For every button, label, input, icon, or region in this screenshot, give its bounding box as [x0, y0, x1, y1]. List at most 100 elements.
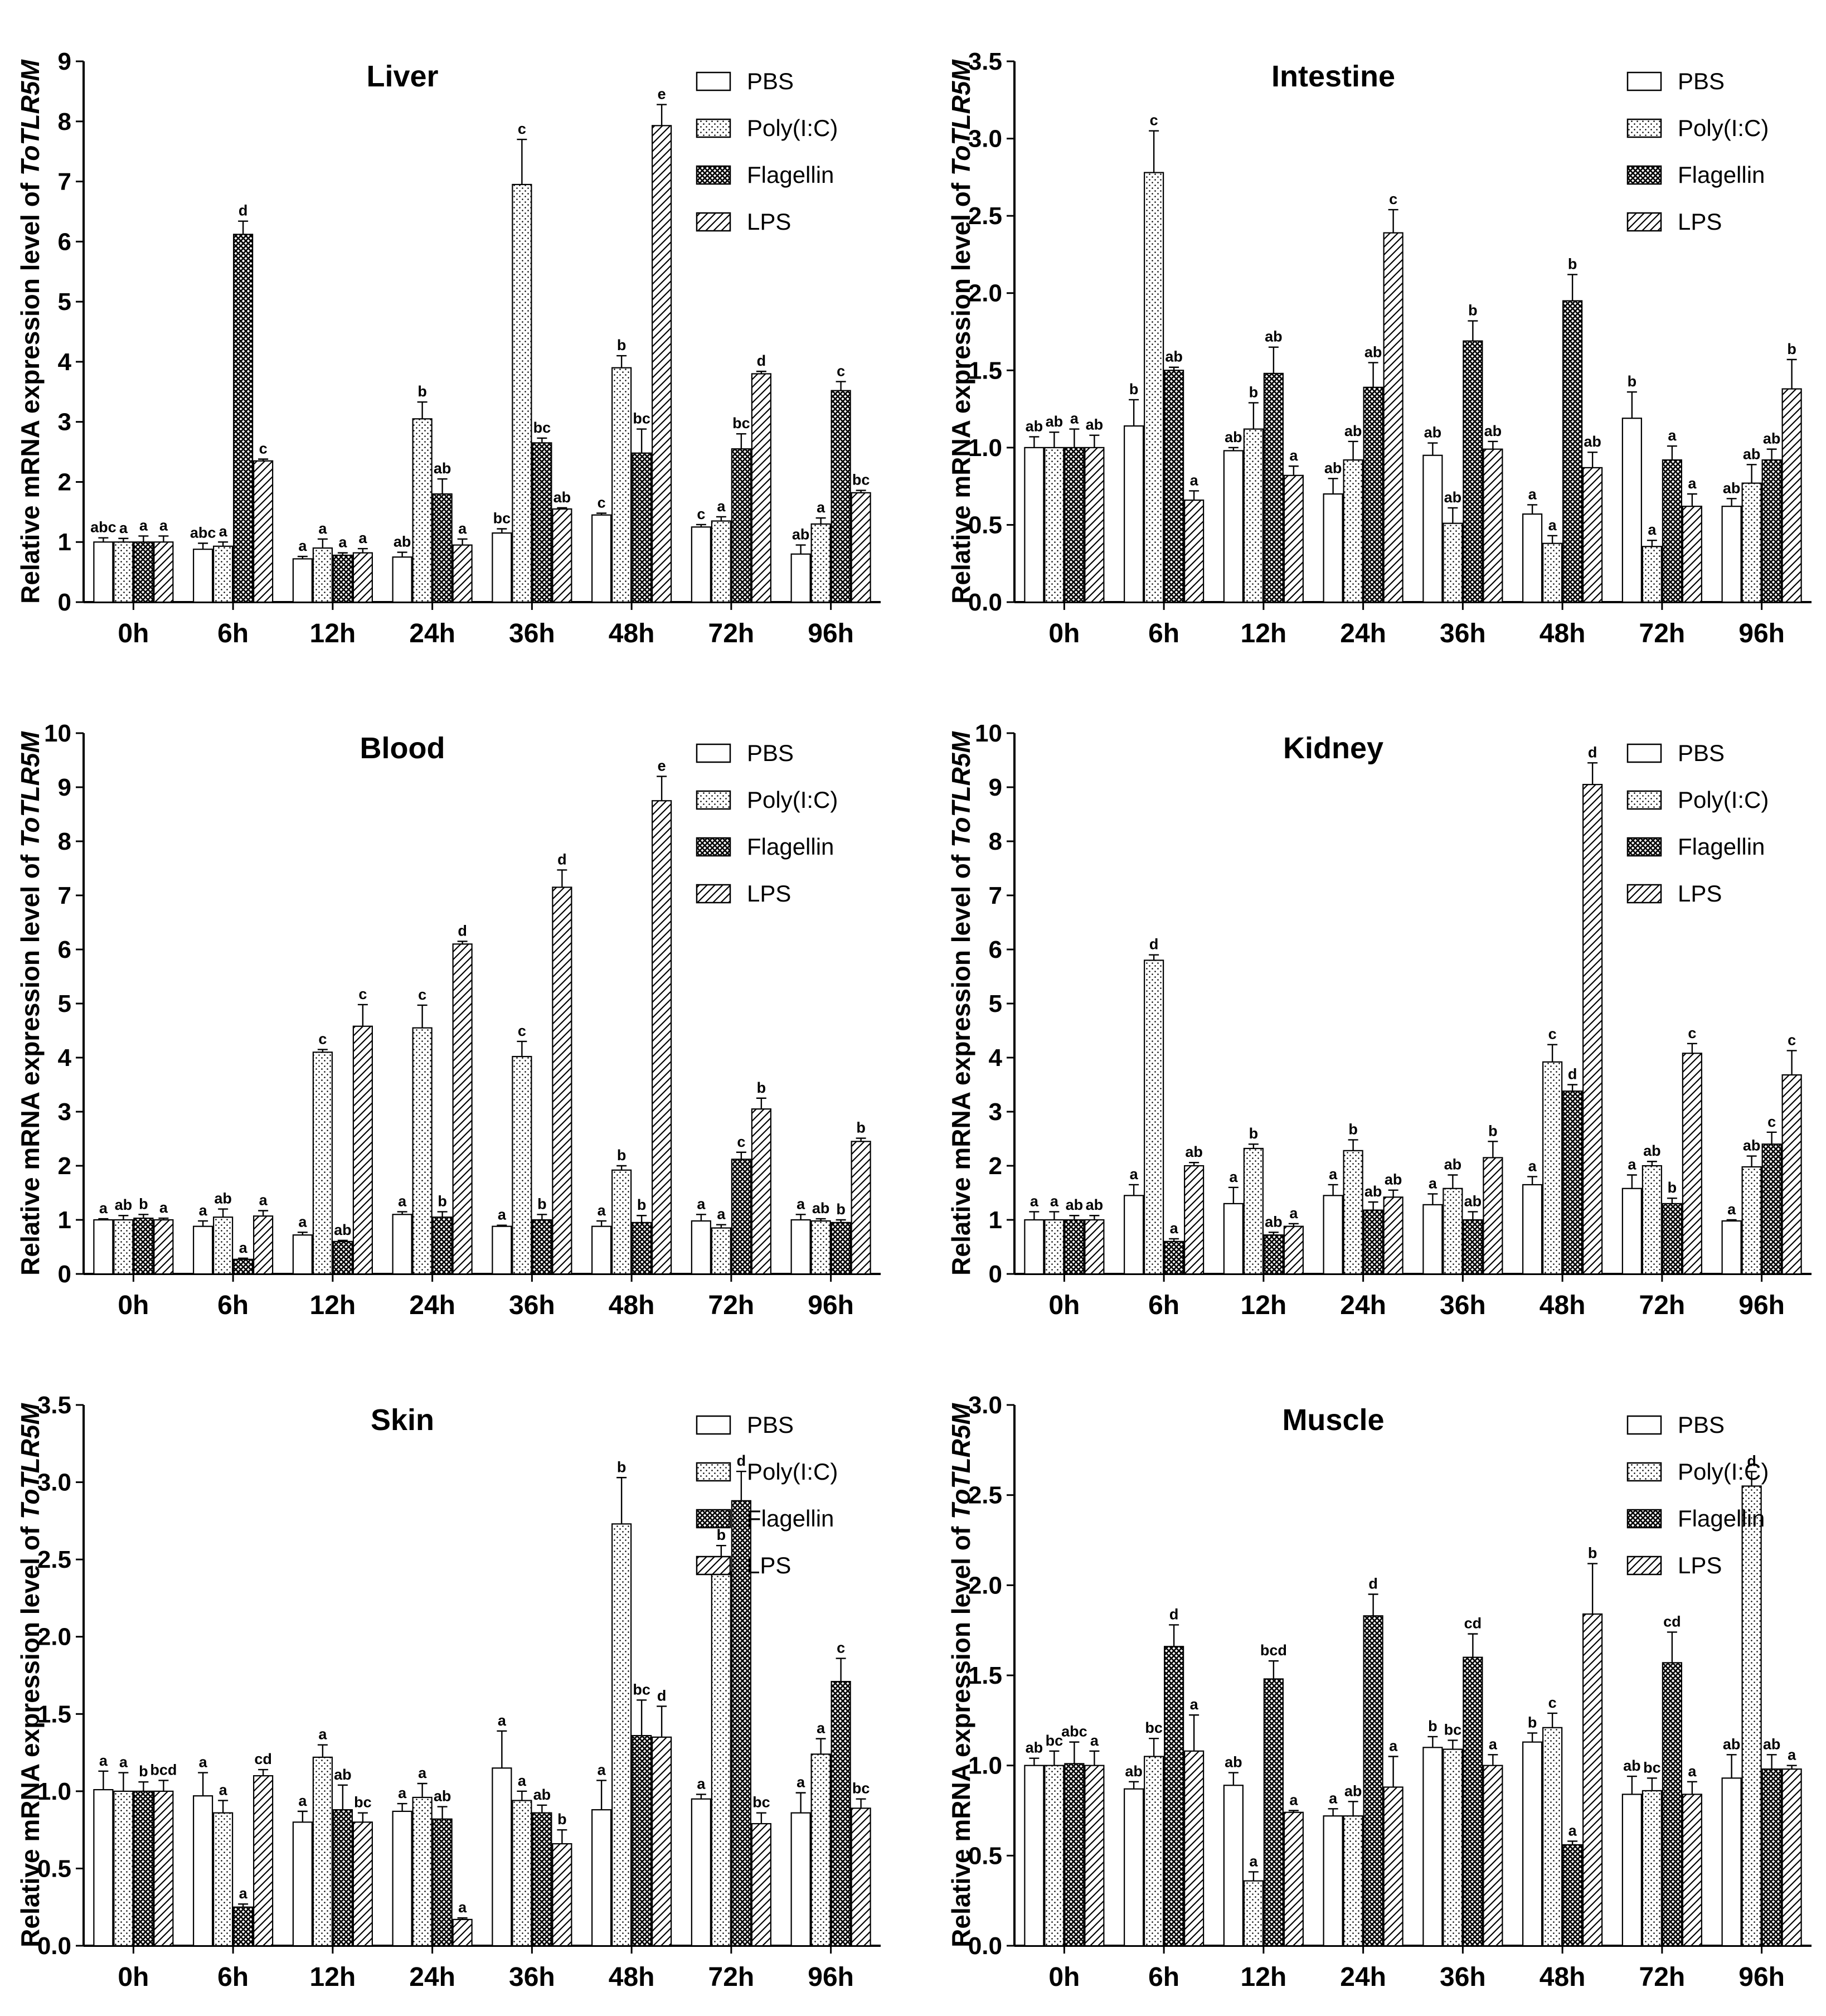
x-tick-label: 12h	[310, 1291, 356, 1320]
y-tick-label: 1.0	[37, 1778, 71, 1805]
significance-label: a	[199, 1202, 208, 1219]
bar-lps-72h	[751, 1108, 771, 1275]
legend-label: Flagellin	[1678, 162, 1765, 188]
significance-label: ab	[1424, 424, 1442, 441]
bar-pbs-36h	[492, 1225, 512, 1275]
legend-swatch-crosshatch-pattern	[1626, 837, 1662, 857]
significance-label: d	[1169, 1606, 1179, 1622]
significance-label: ab	[1364, 1183, 1382, 1200]
significance-label: ab	[394, 534, 411, 550]
bar-polyic-24h	[412, 418, 433, 603]
y-tick-label: 1.5	[968, 1662, 1002, 1689]
bar-pbs-48h	[591, 1225, 612, 1275]
x-tick-label: 36h	[1440, 619, 1486, 648]
legend-swatch-blank-pattern	[696, 71, 731, 91]
significance-label: b	[557, 1811, 567, 1828]
bar-lps-72h	[1682, 1053, 1702, 1275]
legend-swatch-dots-pattern	[1626, 1462, 1662, 1482]
bar-polyic-72h	[711, 520, 731, 603]
bar-pbs-6h	[1124, 1788, 1144, 1947]
legend-label: LPS	[747, 1552, 791, 1578]
bar-lps-48h	[652, 125, 672, 603]
significance-label: ab	[1066, 1196, 1084, 1213]
significance-label: ab	[334, 1222, 352, 1238]
x-tick-label: 36h	[509, 1962, 555, 1992]
bar-pbs-12h	[292, 558, 313, 603]
x-tick-label: 12h	[1241, 1962, 1287, 1992]
bar-pbs-12h	[1223, 450, 1244, 603]
bar-polyic-0h	[1044, 1765, 1065, 1947]
bar-flagellin-36h	[532, 442, 552, 603]
significance-label: bcd	[150, 1761, 177, 1778]
x-tick-label: 72h	[1639, 1962, 1686, 1992]
bar-polyic-72h	[711, 1227, 731, 1275]
y-tick-label: 1	[58, 1206, 71, 1234]
significance-label: a	[398, 1193, 407, 1209]
significance-label: d	[757, 352, 766, 369]
y-tick-label: 1.0	[968, 1752, 1002, 1780]
significance-label: bc	[752, 1794, 770, 1811]
significance-label: a	[119, 1754, 128, 1771]
y-tick-label: 4	[58, 348, 72, 376]
significance-label: ab	[1464, 1193, 1482, 1209]
y-axis-label: Relative mRNA expression level of ToTLR5…	[946, 59, 975, 604]
significance-label: a	[239, 1239, 248, 1256]
significance-label: cd	[254, 1751, 272, 1767]
bar-flagellin-36h	[532, 1812, 552, 1947]
significance-label: b	[1468, 302, 1478, 319]
significance-label: b	[1528, 1714, 1537, 1731]
y-tick-label: 8	[58, 108, 71, 135]
bar-pbs-12h	[1223, 1785, 1244, 1947]
y-tick-label: 3.0	[37, 1469, 71, 1496]
bar-polyic-96h	[1741, 1166, 1762, 1275]
y-axis-label: Relative mRNA expression level of ToTLR5…	[946, 731, 975, 1276]
bar-flagellin-12h	[1263, 1234, 1284, 1275]
bar-pbs-12h	[1223, 1203, 1244, 1275]
x-tick-label: 48h	[1540, 1962, 1586, 1992]
bar-pbs-96h	[1721, 1777, 1742, 1947]
significance-label: a	[1568, 1822, 1577, 1839]
significance-label: b	[617, 337, 627, 353]
significance-label: ab	[1225, 429, 1242, 445]
significance-label: c	[1548, 1694, 1557, 1711]
bar-polyic-96h	[810, 1753, 831, 1947]
bar-polyic-36h	[1443, 1748, 1463, 1947]
bar-lps-72h	[751, 1823, 771, 1947]
significance-label: a	[1489, 1736, 1498, 1752]
bar-pbs-72h	[1621, 1794, 1642, 1947]
bar-lps-0h	[1084, 1219, 1105, 1275]
bar-lps-24h	[452, 1918, 473, 1947]
x-tick-label: 96h	[808, 619, 854, 648]
significance-label: ab	[1125, 1763, 1143, 1780]
bar-pbs-6h	[193, 549, 213, 603]
bar-polyic-24h	[412, 1027, 433, 1275]
bar-lps-12h	[1283, 1225, 1304, 1275]
bar-lps-48h	[1582, 784, 1603, 1275]
bar-flagellin-48h	[1562, 1091, 1583, 1275]
bar-lps-36h	[552, 886, 572, 1275]
significance-label: c	[1389, 191, 1397, 207]
bar-flagellin-96h	[831, 390, 851, 603]
significance-label: a	[458, 520, 467, 537]
significance-label: ab	[1165, 348, 1183, 365]
bar-lps-0h	[153, 1790, 174, 1947]
x-tick-label: 96h	[1738, 619, 1785, 648]
y-tick-label: 0.5	[968, 511, 1002, 539]
y-tick-label: 0	[989, 1261, 1002, 1288]
chart-blood: Relative mRNA expression level of ToTLR5…	[16, 720, 881, 1320]
significance-label: a	[1289, 1205, 1298, 1222]
bar-lps-24h	[1383, 232, 1404, 603]
significance-label: d	[557, 851, 567, 868]
bar-polyic-48h	[1542, 1727, 1563, 1947]
significance-label: a	[1389, 1738, 1398, 1755]
significance-label: bc	[1643, 1759, 1661, 1776]
bar-polyic-24h	[1343, 1150, 1363, 1275]
bar-pbs-6h	[1124, 425, 1144, 603]
legend-swatch-diagonal-lines-pattern	[1626, 212, 1662, 232]
x-tick-label: 12h	[310, 619, 356, 648]
significance-label: c	[1767, 1113, 1776, 1130]
significance-label: e	[658, 758, 666, 774]
significance-label: a	[298, 537, 307, 554]
y-axis-label: Relative mRNA expression level of ToTLR5…	[946, 1403, 975, 1947]
